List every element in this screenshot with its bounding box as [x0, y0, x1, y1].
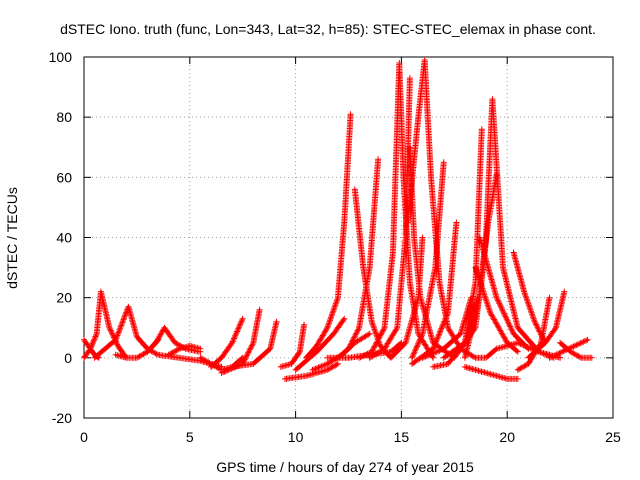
- y-tick-label: 0: [64, 350, 72, 366]
- y-tick-label: 40: [56, 230, 72, 246]
- y-tick-label: -20: [52, 410, 72, 426]
- x-tick-label: 15: [394, 429, 410, 445]
- x-tick-label: 5: [186, 429, 194, 445]
- axes: [83, 56, 614, 419]
- x-tick-label: 0: [80, 429, 88, 445]
- x-tick-label: 25: [605, 429, 621, 445]
- y-tick-label: 100: [49, 49, 73, 65]
- x-axis-label: GPS time / hours of day 274 of year 2015: [216, 459, 474, 475]
- y-tick-label: 80: [56, 109, 72, 125]
- y-axis-label: dSTEC / TECUs: [4, 187, 20, 289]
- plot-frame: [83, 56, 614, 419]
- x-tick-label: 10: [288, 429, 304, 445]
- chart-title: dSTEC Iono. truth (func, Lon=343, Lat=32…: [60, 21, 596, 37]
- y-tick-label: 20: [56, 290, 72, 306]
- data-markers: [81, 57, 595, 382]
- y-tick-label: 60: [56, 169, 72, 185]
- x-tick-label: 20: [499, 429, 515, 445]
- tick-labels: 0 5 10 15 20 25 -20 0 20 40 60 80 100: [49, 49, 621, 445]
- data-series: [81, 57, 595, 382]
